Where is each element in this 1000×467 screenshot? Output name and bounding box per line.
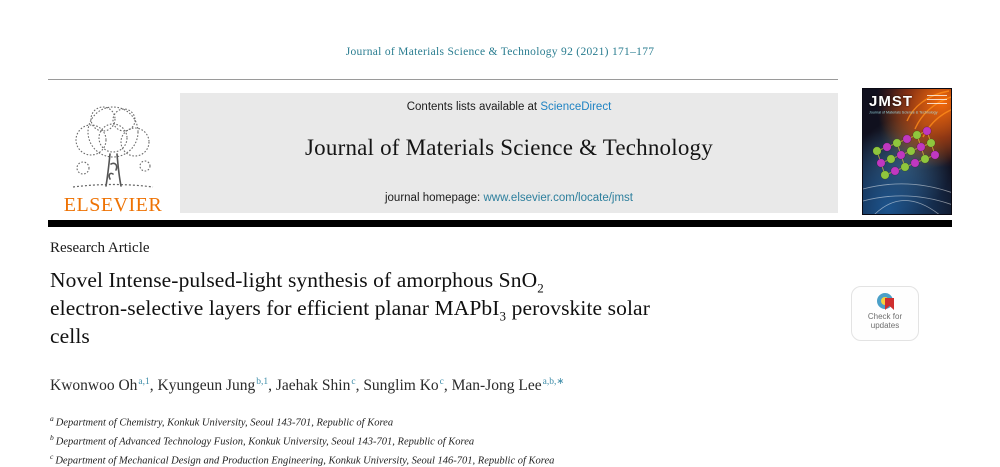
crossmark-icon: [877, 293, 894, 310]
author: Man-Jong Leea,b,∗: [452, 377, 565, 394]
title-text: electron-selective layers for efficient …: [50, 296, 500, 320]
author: Kwonwoo Oha,1,: [50, 377, 158, 395]
author: Jaehak Shinc,: [275, 377, 364, 395]
affiliation-text: Department of Chemistry, Konkuk Universi…: [55, 417, 394, 429]
journal-banner: Contents lists available at ScienceDirec…: [180, 93, 838, 213]
journal-cover-thumbnail: JMST Journal of Materials Science & Tech…: [862, 88, 952, 215]
author-affiliation-marker: c: [439, 377, 444, 387]
cover-masthead: JMST: [869, 93, 914, 110]
journal-citation: Journal of Materials Science & Technolog…: [345, 46, 655, 58]
author-name: Jaehak Shin: [275, 377, 351, 395]
article-title-line-2: electron-selective layers for efficient …: [50, 294, 830, 322]
title-text: Novel Intense-pulsed-light synthesis of …: [50, 268, 538, 292]
author-affiliation-marker: b,1: [256, 377, 269, 387]
elsevier-tree-icon: [61, 102, 165, 194]
affiliation-marker: a: [50, 414, 54, 423]
article-type-label: Research Article: [50, 240, 150, 256]
cover-art: [863, 90, 951, 214]
author: Sunglim Koc,: [363, 377, 452, 395]
author-affiliation-marker: c: [351, 377, 356, 387]
elsevier-wordmark: ELSEVIER: [63, 194, 163, 216]
title-subscript: 3: [499, 308, 507, 324]
author-affiliation-marker: a,b,∗: [542, 377, 565, 387]
article-title: Novel Intense-pulsed-light synthesis of …: [50, 266, 830, 350]
author-list: Kwonwoo Oha,1, Kyungeun Jungb,1, Jaehak …: [50, 376, 910, 395]
affiliation-text: Department of Advanced Technology Fusion…: [55, 436, 475, 448]
homepage-text: journal homepage:: [384, 192, 484, 204]
header-top-divider: [48, 79, 838, 80]
author: Kyungeun Jungb,1,: [157, 377, 276, 395]
bookmark-icon: [885, 298, 894, 310]
article-title-line-3: cells: [50, 324, 90, 348]
journal-title: Journal of Materials Science & Technolog…: [305, 135, 713, 160]
journal-homepage-link[interactable]: www.elsevier.com/locate/jmst: [483, 192, 633, 204]
affiliation: c Department of Mechanical Design and Pro…: [50, 450, 910, 467]
check-for-updates-badge[interactable]: Check for updates: [851, 286, 919, 341]
author-name: Kwonwoo Oh: [50, 377, 138, 395]
article-title-line-1: Novel Intense-pulsed-light synthesis of …: [50, 266, 830, 294]
affiliation-text: Department of Mechanical Design and Prod…: [55, 455, 555, 467]
cover-subtitle: Journal of Materials Science & Technolog…: [869, 111, 938, 115]
sciencedirect-link[interactable]: ScienceDirect: [540, 101, 612, 113]
cover-issue-lines: [927, 95, 947, 107]
title-subscript: 2: [537, 280, 544, 296]
contents-line: Contents lists available at ScienceDirec…: [180, 101, 838, 113]
affiliation: a Department of Chemistry, Konkuk Univers…: [50, 412, 910, 431]
affiliation-marker: b: [50, 433, 54, 442]
affiliation-marker: c: [50, 452, 54, 461]
author-affiliation-marker: a,1: [138, 377, 150, 387]
elsevier-logo: ELSEVIER: [50, 88, 176, 215]
check-for-updates-label: Check for updates: [867, 312, 903, 330]
affiliation-list: a Department of Chemistry, Konkuk Univers…: [50, 412, 910, 467]
author-name: Kyungeun Jung: [157, 377, 256, 395]
affiliation: b Department of Advanced Technology Fusio…: [50, 431, 910, 450]
article-header-divider: [48, 220, 952, 227]
title-text: perovskite solar: [506, 296, 650, 320]
author-name: Man-Jong Lee: [451, 377, 542, 395]
contents-text: Contents lists available at: [406, 101, 541, 113]
author-name: Sunglim Ko: [363, 377, 439, 395]
homepage-line: journal homepage: www.elsevier.com/locat…: [180, 192, 838, 204]
